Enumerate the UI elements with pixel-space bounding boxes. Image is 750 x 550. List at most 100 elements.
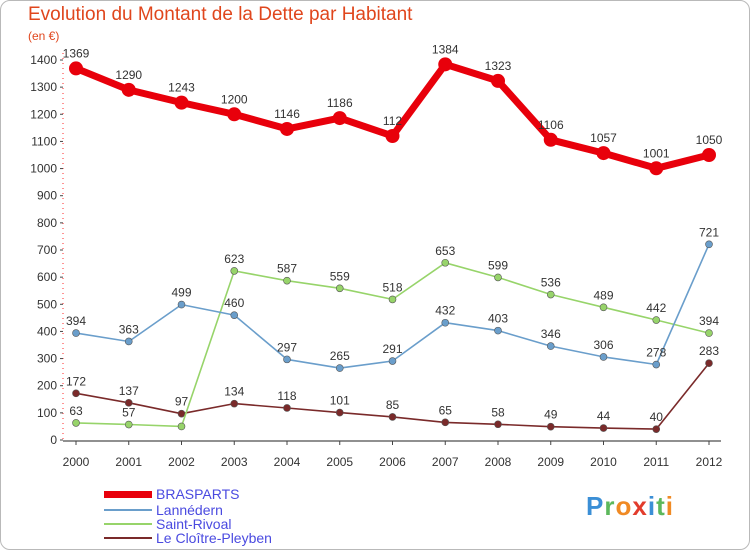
point-le-cloitre-pleyben <box>441 418 450 427</box>
point-saint-rivoal <box>72 419 80 427</box>
x-tick-label: 2003 <box>221 455 248 469</box>
point-lannedern <box>652 360 661 369</box>
point-le-cloitre-pleyben <box>494 420 502 429</box>
y-tick-label: 200 <box>37 379 57 393</box>
point-le-cloitre-pleyben <box>546 422 555 431</box>
data-label-saint-rivoal: 559 <box>330 269 350 283</box>
point-le-cloitre-pleyben <box>652 425 661 433</box>
data-labels: 1369 1290 1243 1200 1146 1186 112 1384 1323 1106 1… <box>63 42 723 424</box>
point-brasparts <box>385 129 400 143</box>
legend-swatch-brasparts <box>104 491 152 498</box>
point-saint-rivoal <box>177 422 186 431</box>
data-label-lannedern: 403 <box>488 312 508 326</box>
data-label-saint-rivoal: 623 <box>224 252 244 266</box>
y-tick-label: 1400 <box>30 53 57 67</box>
data-label-le-cloitre-pleyben: 58 <box>491 405 505 419</box>
point-brasparts <box>438 57 453 72</box>
data-label-le-cloitre-pleyben: 101 <box>330 394 350 408</box>
data-label-lannedern: 278 <box>646 346 666 360</box>
legend-label-brasparts: BRASPARTS <box>156 486 240 502</box>
data-label-lannedern: 306 <box>593 338 613 352</box>
logo-letter: t <box>656 491 666 521</box>
logo-letter: P <box>586 491 605 521</box>
point-le-cloitre-pleyben <box>72 389 80 398</box>
point-brasparts <box>649 161 664 176</box>
point-lannedern <box>124 337 133 346</box>
logo-letter: r <box>604 491 616 521</box>
y-tick-label: 500 <box>37 297 57 311</box>
point-lannedern <box>335 364 344 372</box>
point-saint-rivoal <box>441 258 450 267</box>
data-label-lannedern: 346 <box>541 327 561 341</box>
data-label-le-cloitre-pleyben: 97 <box>175 395 189 409</box>
data-label-saint-rivoal: 587 <box>277 262 297 276</box>
legend-swatch-le-cloitre-pleyben <box>104 537 152 539</box>
point-lannedern <box>494 326 502 335</box>
data-label-brasparts: 1384 <box>432 42 459 56</box>
y-tick-label: 100 <box>37 406 57 420</box>
x-tick-label: 2004 <box>274 455 301 469</box>
y-tick-label: 1200 <box>30 107 57 121</box>
x-tick-label: 2002 <box>168 455 195 469</box>
data-label-le-cloitre-pleyben: 283 <box>699 344 719 358</box>
data-label-le-cloitre-pleyben: 172 <box>66 374 86 388</box>
y-tick-label: 1100 <box>31 134 57 148</box>
point-le-cloitre-pleyben <box>705 359 713 367</box>
y-tick-label: 600 <box>37 270 57 284</box>
data-label-brasparts: 112 <box>383 114 402 128</box>
axes: 0 100 200 300 400 500 600 700 800 900 1000 1100 1200… <box>30 53 723 469</box>
data-label-saint-rivoal: 536 <box>541 276 561 290</box>
point-saint-rivoal <box>283 276 291 285</box>
point-lannedern <box>177 300 186 309</box>
point-le-cloitre-pleyben <box>230 399 239 408</box>
data-label-brasparts: 1001 <box>643 146 670 160</box>
legend-label-lannedern: Lannédern <box>156 502 223 518</box>
y-tick-label: 1300 <box>30 80 57 94</box>
y-tick-label: 900 <box>37 189 57 203</box>
x-tick-label: 2011 <box>643 455 669 469</box>
x-tick-label: 2008 <box>485 455 512 469</box>
x-tick-label: 2007 <box>432 455 459 469</box>
data-label-brasparts: 1200 <box>221 92 248 106</box>
point-le-cloitre-pleyben <box>124 399 133 407</box>
data-label-brasparts: 1106 <box>538 118 564 132</box>
data-label-lannedern: 432 <box>435 304 455 318</box>
point-brasparts <box>280 121 294 136</box>
data-label-brasparts: 1243 <box>168 81 195 95</box>
data-label-brasparts: 1057 <box>590 131 617 145</box>
point-saint-rivoal <box>388 295 397 304</box>
x-tick-label: 2010 <box>590 455 617 469</box>
point-lannedern <box>705 240 713 249</box>
point-lannedern <box>546 342 555 350</box>
data-label-le-cloitre-pleyben: 85 <box>386 398 400 412</box>
legend-label-le-cloitre-pleyben: Le Cloître-Pleyben <box>156 530 272 546</box>
logo-letter: x <box>632 491 648 521</box>
chart-title: Evolution du Montant de la Dette par Hab… <box>28 4 413 25</box>
point-le-cloitre-pleyben <box>177 409 186 418</box>
point-brasparts <box>543 132 558 147</box>
data-label-saint-rivoal: 599 <box>488 258 508 272</box>
point-brasparts <box>174 95 189 110</box>
point-lannedern <box>441 318 450 327</box>
point-saint-rivoal <box>652 316 661 324</box>
data-label-le-cloitre-pleyben: 44 <box>597 409 611 423</box>
x-tick-label: 2001 <box>115 455 142 469</box>
y-tick-label: 1000 <box>30 162 57 176</box>
legend-swatch-lannedern <box>104 509 152 511</box>
y-tick-label: 0 <box>50 433 57 447</box>
data-label-lannedern: 363 <box>119 322 139 336</box>
point-le-cloitre-pleyben <box>599 424 608 432</box>
data-label-le-cloitre-pleyben: 49 <box>544 408 558 422</box>
data-label-brasparts: 1369 <box>63 46 90 60</box>
data-label-brasparts: 1050 <box>696 133 723 147</box>
point-lannedern <box>72 329 80 337</box>
data-label-lannedern: 394 <box>66 314 86 328</box>
point-saint-rivoal <box>230 267 239 275</box>
data-label-lannedern: 460 <box>224 296 244 310</box>
logo-letter: o <box>615 491 633 521</box>
data-label-brasparts: 1186 <box>327 96 353 110</box>
data-label-le-cloitre-pleyben: 40 <box>650 410 664 424</box>
logo-letter: i <box>665 491 674 521</box>
